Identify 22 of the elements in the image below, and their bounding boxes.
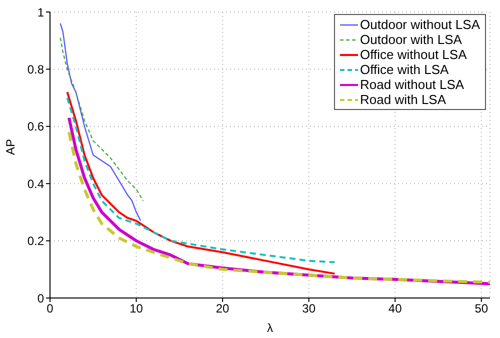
- x-tick-label: 30: [302, 302, 316, 316]
- line-series: [60, 22, 142, 222]
- legend-label: Office without LSA: [360, 47, 467, 62]
- x-tick-label: 10: [130, 302, 144, 316]
- line-series: [60, 37, 144, 202]
- x-tick-label: 40: [388, 302, 402, 316]
- legend-label: Road with LSA: [360, 92, 446, 107]
- y-tick-label: 0.4: [27, 176, 44, 191]
- y-tick-label: 1: [37, 5, 44, 20]
- y-tick-label: 0.8: [27, 62, 44, 76]
- x-tick-label: 20: [216, 302, 230, 316]
- x-tick-label: 50: [474, 302, 488, 316]
- legend-label: Road without LSA: [360, 77, 464, 92]
- x-axis-title: λ: [267, 321, 273, 335]
- legend-label: Outdoor without LSA: [360, 17, 480, 32]
- x-tick-label: 0: [46, 302, 54, 316]
- y-tick-label: 0.6: [27, 120, 44, 134]
- legend-label: Office with LSA: [360, 62, 449, 77]
- y-tick-label: 0: [37, 291, 44, 306]
- legend-label: Outdoor with LSA: [360, 32, 462, 47]
- y-axis-title: AP: [3, 138, 18, 155]
- y-tick-label: 0.2: [27, 234, 44, 248]
